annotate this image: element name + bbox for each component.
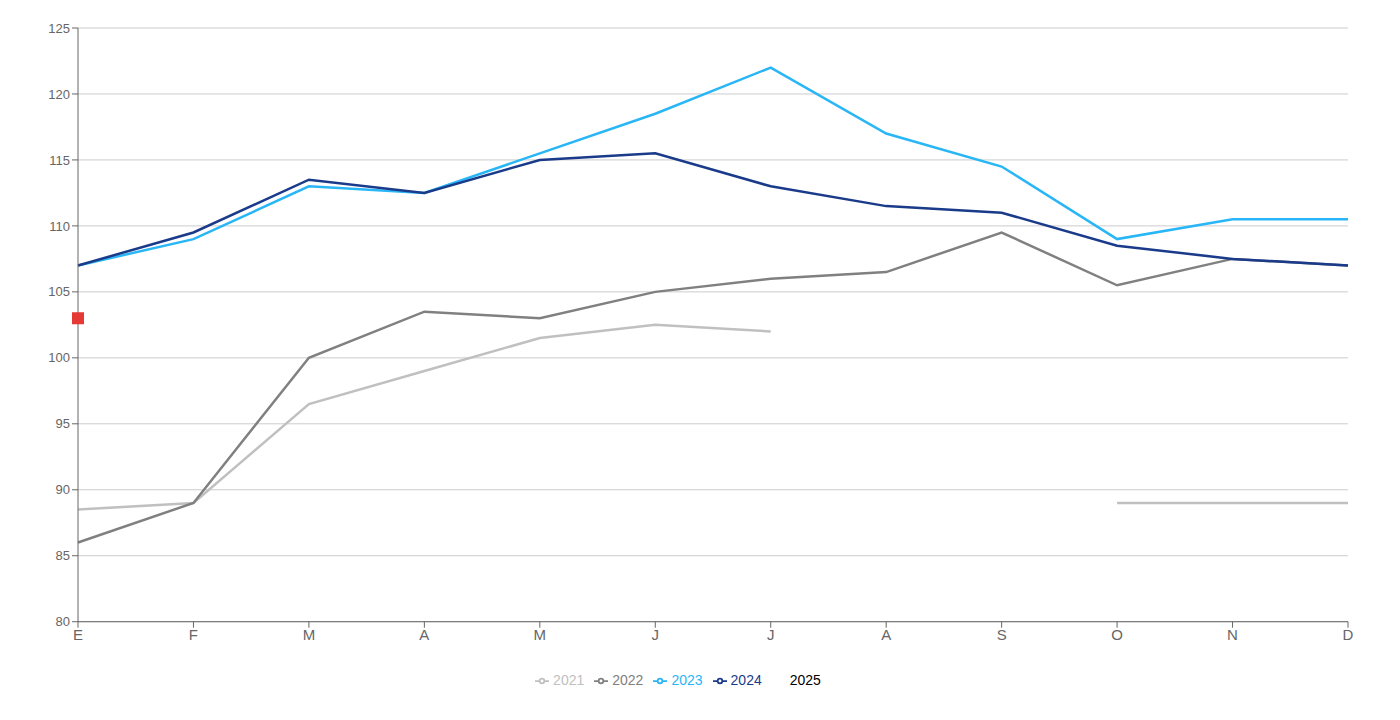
svg-text:120: 120 xyxy=(48,87,70,102)
svg-text:95: 95 xyxy=(56,416,70,431)
svg-text:M: M xyxy=(303,626,316,643)
svg-text:S: S xyxy=(997,626,1007,643)
svg-text:J: J xyxy=(767,626,775,643)
svg-text:115: 115 xyxy=(49,153,70,168)
svg-text:90: 90 xyxy=(56,482,70,497)
svg-text:105: 105 xyxy=(48,284,70,299)
svg-text:F: F xyxy=(189,626,198,643)
svg-text:85: 85 xyxy=(56,548,70,563)
svg-text:110: 110 xyxy=(49,219,70,234)
svg-text:J: J xyxy=(652,626,660,643)
svg-text:A: A xyxy=(881,626,891,643)
svg-text:M: M xyxy=(534,626,547,643)
svg-text:A: A xyxy=(419,626,429,643)
html-text:2022: 2022 xyxy=(612,671,644,688)
svg-text:80: 80 xyxy=(56,614,70,629)
svg-text:N: N xyxy=(1227,626,1238,643)
svg-text:125: 125 xyxy=(48,21,70,36)
svg-text:D: D xyxy=(1343,626,1354,643)
html-text:2021: 2021 xyxy=(553,671,585,688)
html-text:2023: 2023 xyxy=(671,671,703,688)
svg-text:O: O xyxy=(1111,626,1123,643)
svg-text:100: 100 xyxy=(48,350,70,365)
html-text:2024: 2024 xyxy=(730,671,762,688)
svg-text:E: E xyxy=(73,626,83,643)
html-text:2025: 2025 xyxy=(789,671,821,688)
